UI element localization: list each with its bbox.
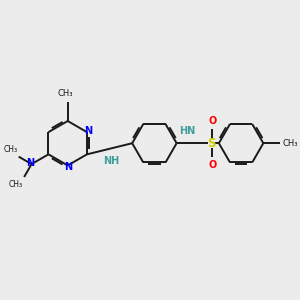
Text: N: N [64,161,73,172]
Text: CH₃: CH₃ [283,139,298,148]
Text: NH: NH [103,156,120,167]
Text: HN: HN [179,127,196,136]
Text: O: O [208,116,217,126]
Text: N: N [26,158,34,168]
Text: O: O [208,160,217,170]
Text: N: N [84,126,92,136]
Text: CH₃: CH₃ [3,145,17,154]
Text: CH₃: CH₃ [9,180,23,189]
Text: S: S [208,137,216,150]
Text: CH₃: CH₃ [57,89,73,98]
